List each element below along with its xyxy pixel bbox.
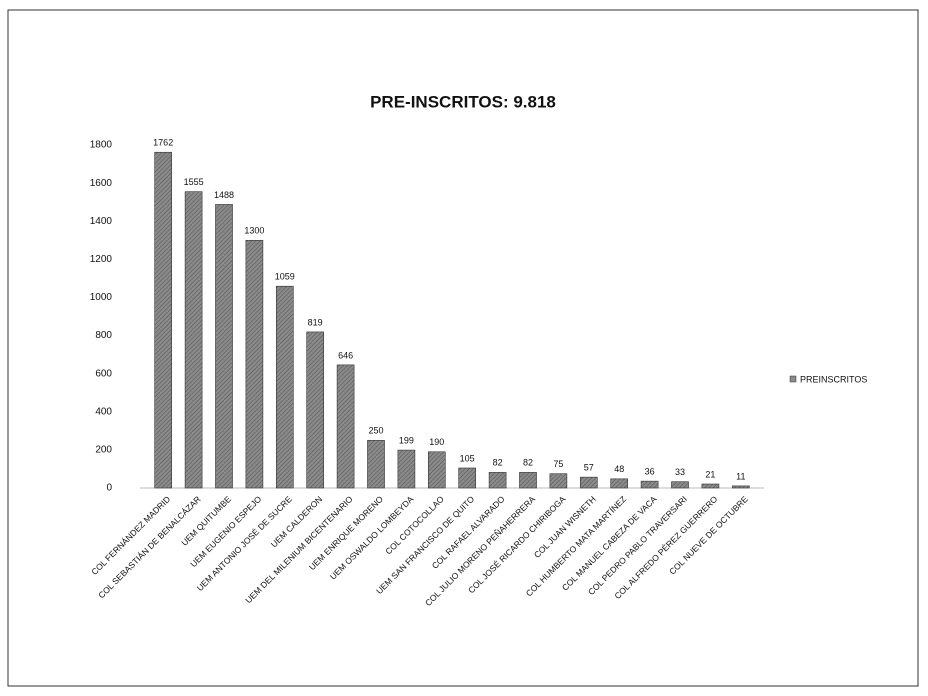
data-label: 11	[736, 471, 745, 481]
bar-hatch	[337, 364, 355, 488]
y-tick-label: 1600	[90, 178, 113, 189]
data-label: 36	[645, 467, 655, 477]
bar-hatch	[185, 191, 203, 489]
data-label: 190	[429, 437, 444, 447]
y-tick-label: 1200	[90, 254, 113, 265]
bar-hatch	[701, 483, 719, 488]
data-label: 82	[493, 458, 503, 468]
chart-title: PRE-INSCRITOS: 9.818	[370, 92, 556, 111]
data-label: 1300	[244, 226, 264, 236]
y-tick-label: 1400	[90, 216, 113, 227]
y-tick-label: 0	[106, 483, 112, 494]
data-label: 199	[399, 435, 414, 445]
y-tick-label: 400	[95, 406, 112, 417]
data-label: 105	[460, 453, 475, 463]
bar-hatch	[580, 477, 598, 488]
y-tick-label: 800	[95, 330, 112, 341]
data-label: 48	[614, 464, 624, 474]
data-label: 75	[553, 459, 563, 469]
data-label: 250	[368, 426, 383, 436]
bar-hatch	[276, 286, 294, 488]
bar-hatch	[428, 451, 446, 488]
bar-hatch	[154, 152, 172, 489]
legend-label: PREINSCRITOS	[800, 374, 867, 384]
bar-hatch	[549, 473, 567, 488]
data-label: 1762	[153, 138, 173, 148]
y-tick-label: 1800	[90, 140, 113, 151]
bar-hatch	[397, 450, 415, 488]
data-label: 1059	[275, 272, 295, 282]
bar-hatch	[519, 472, 537, 488]
data-label: 33	[675, 467, 685, 477]
y-tick-label: 600	[95, 368, 112, 379]
y-tick-label: 200	[95, 445, 112, 456]
bar-hatch	[641, 481, 659, 488]
bar-hatch	[215, 204, 233, 488]
data-label: 21	[705, 469, 715, 479]
bar-hatch	[610, 478, 628, 488]
data-label: 82	[523, 458, 533, 468]
legend-swatch	[789, 375, 797, 383]
data-label: 646	[338, 350, 353, 360]
bar-hatch	[367, 440, 385, 488]
data-label: 57	[584, 463, 594, 473]
bar-hatch	[671, 481, 689, 488]
bar-hatch	[245, 240, 263, 488]
bar-hatch	[732, 485, 750, 488]
data-label: 819	[308, 317, 323, 327]
data-label: 1555	[184, 177, 204, 187]
bar-hatch	[489, 472, 507, 488]
data-label: 1488	[214, 190, 234, 200]
bar-hatch	[306, 331, 324, 488]
y-tick-label: 1000	[90, 292, 113, 303]
bar-hatch	[458, 467, 476, 488]
